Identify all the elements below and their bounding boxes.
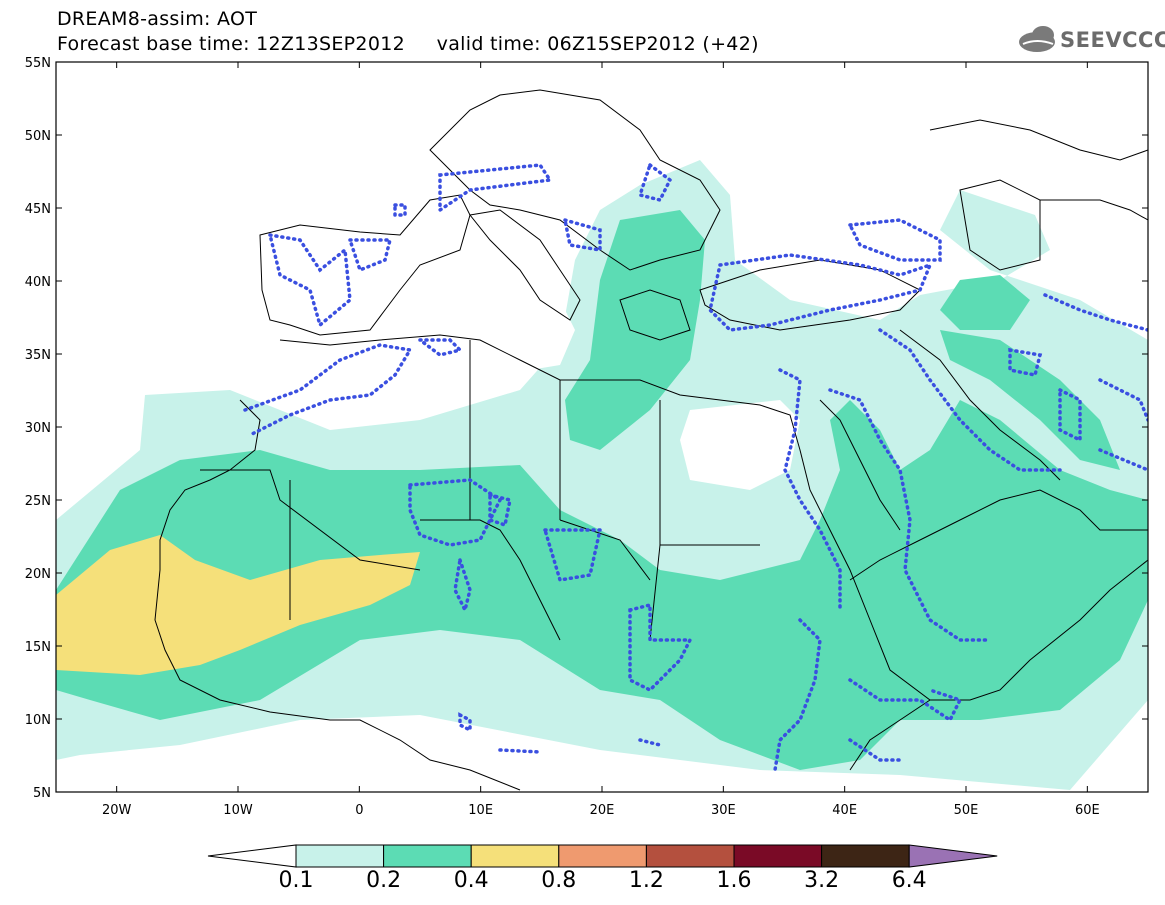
logo-text: SEEVCCC [1060,28,1165,52]
colorbar-label: 1.2 [628,868,664,893]
colorbar-label: 3.2 [804,868,840,893]
contour-layer [243,162,1148,772]
forecast-time-line: Forecast base time: 12Z13SEP2012 valid t… [57,33,759,55]
lon-tick-label: 20E [590,803,615,818]
lat-tick-label: 35N [25,348,51,363]
colorbar-swatch [821,844,910,868]
colorbar-label: 0.1 [278,868,314,893]
colorbar-swatch [383,844,472,868]
coastline-layer [154,89,1148,791]
seevccc-logo [1019,26,1055,52]
lat-tick-label: 5N [33,786,51,801]
colorbar-swatch [295,844,385,868]
lon-tick-label: 40E [832,803,857,818]
lat-tick-label: 25N [25,494,51,509]
colorbar-swatch [558,844,647,868]
colorbar-label: 0.8 [541,868,577,893]
lon-axis: 20W 10W 0 10E 20E 30E 40E 50E 60E [102,62,1100,818]
colorbar-label: 0.4 [453,868,489,893]
map-title: DREAM8-assim: AOT [57,8,258,30]
lat-tick-label: 20N [25,567,51,582]
colorbar-arrow-right [908,844,998,868]
lon-tick-label: 20W [102,803,132,818]
colorbar-swatch [470,844,560,868]
lon-tick-label: 10E [468,803,493,818]
colorbar-swatch [733,844,823,868]
lon-tick-label: 10W [223,803,253,818]
lat-tick-label: 50N [25,129,51,144]
lon-tick-label: 30E [711,803,736,818]
lat-tick-label: 15N [25,640,51,655]
colorbar-swatch [645,844,735,868]
colorbar-arrow-left [207,844,297,868]
lat-tick-label: 30N [25,421,51,436]
lon-tick-label: 50E [954,803,979,818]
aot-band-0.4 [56,535,420,675]
lat-tick-label: 55N [25,56,51,71]
lat-tick-label: 45N [25,202,51,217]
lat-axis: 55N 50N 45N 40N 35N 30N 25N 20N 15N 10N 5N [25,56,1148,801]
lon-tick-label: 0 [355,803,363,818]
lon-tick-label: 60E [1075,803,1100,818]
lat-tick-label: 40N [25,275,51,290]
colorbar-label: 1.6 [716,868,752,893]
aot-band-0.2 [56,400,1148,770]
cloud-icon [1019,26,1055,52]
colorbar [207,844,998,868]
colorbar-label: 0.2 [366,868,402,893]
lat-tick-label: 10N [25,713,51,728]
colorbar-label: 6.4 [891,868,927,893]
